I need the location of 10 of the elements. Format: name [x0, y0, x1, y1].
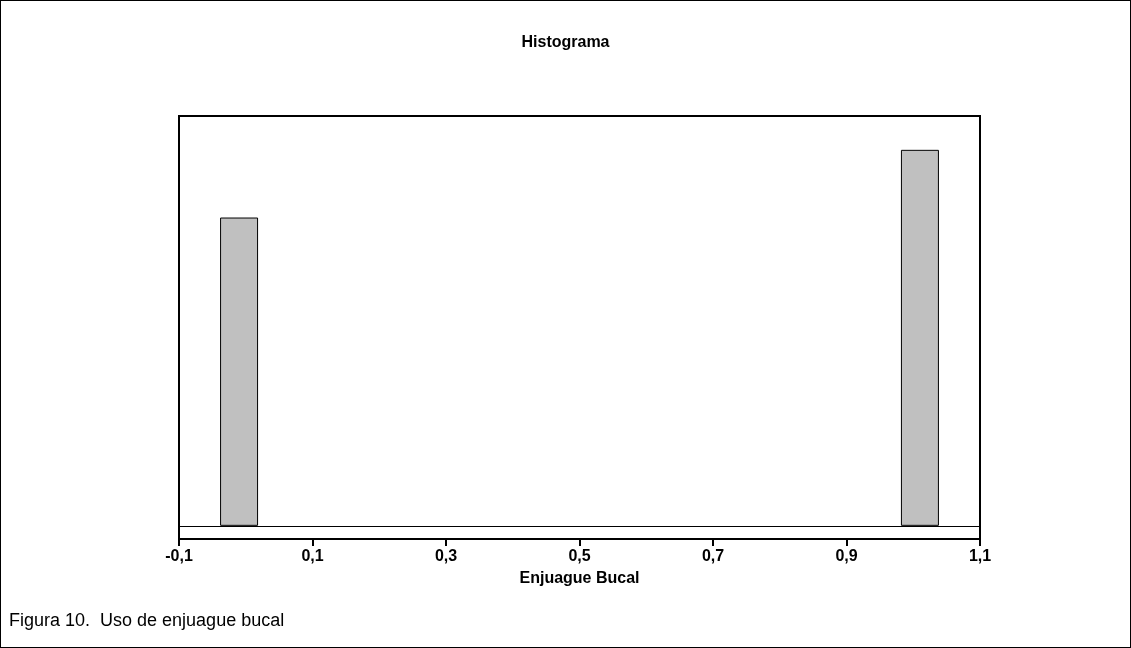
x-tick-label: -0,1 — [165, 546, 193, 564]
chart-title: Histograma — [521, 32, 610, 50]
x-tick-label: 0,7 — [701, 546, 725, 564]
x-axis-title: Enjuague Bucal — [519, 568, 640, 586]
x-tick-label: 0,1 — [301, 546, 324, 564]
x-tick-label: 1,1 — [968, 546, 992, 564]
x-tick-label: 0,9 — [835, 546, 858, 564]
x-tick-label: 0,5 — [568, 546, 591, 564]
x-tick-label: 0,3 — [434, 546, 458, 564]
text: Figura 10. Uso de enjuague bucal — [9, 610, 285, 630]
